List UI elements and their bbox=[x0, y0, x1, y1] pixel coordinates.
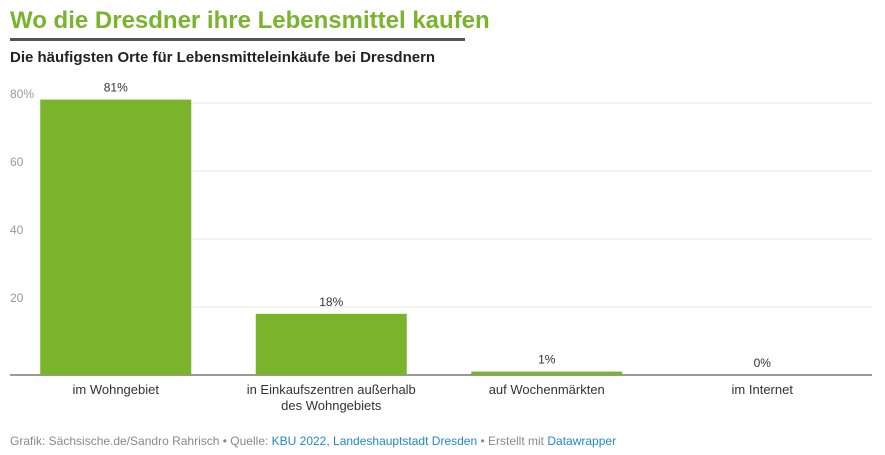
footer-credit: Grafik: Sächsische.de/Sandro Rahrisch • … bbox=[10, 434, 272, 448]
labels: 20 40 60 80% 81% im Wohngebiet 18% in Einkaufsz… bbox=[10, 81, 793, 413]
category-label: in Einkaufszentren außerhalb bbox=[247, 382, 416, 397]
category-label: im Wohngebiet bbox=[73, 382, 160, 397]
y-tick-label: 80% bbox=[10, 87, 34, 101]
datawrapper-link[interactable]: Datawrapper bbox=[547, 434, 617, 448]
bars bbox=[40, 99, 623, 375]
bar bbox=[255, 313, 407, 375]
footer-made-with: • Erstellt mit bbox=[477, 434, 548, 448]
y-tick-label: 60 bbox=[10, 155, 24, 169]
data-label: 1% bbox=[538, 353, 556, 367]
source-link[interactable]: KBU 2022, Landeshauptstadt Dresden bbox=[271, 434, 478, 448]
bar-chart: 20 40 60 80% 81% im Wohngebiet 18% in Einkaufsz… bbox=[10, 81, 872, 413]
data-label: 0% bbox=[754, 356, 772, 370]
title-underline bbox=[10, 38, 465, 41]
chart-title: Wo die Dresdner ihre Lebensmittel kaufen bbox=[10, 7, 490, 34]
data-label: 81% bbox=[104, 81, 128, 95]
chart-subtitle: Die häufigsten Orte für Lebensmitteleink… bbox=[10, 49, 436, 66]
category-label: des Wohngebiets bbox=[281, 398, 382, 413]
category-label: auf Wochenmärkten bbox=[489, 382, 605, 397]
chart-footer: Grafik: Sächsische.de/Sandro Rahrisch • … bbox=[10, 433, 616, 449]
category-label: im Internet bbox=[732, 382, 794, 397]
bar bbox=[471, 371, 623, 375]
y-tick-label: 40 bbox=[10, 223, 24, 237]
y-tick-label: 20 bbox=[10, 291, 24, 305]
bar bbox=[40, 99, 192, 375]
data-label: 18% bbox=[319, 295, 343, 309]
